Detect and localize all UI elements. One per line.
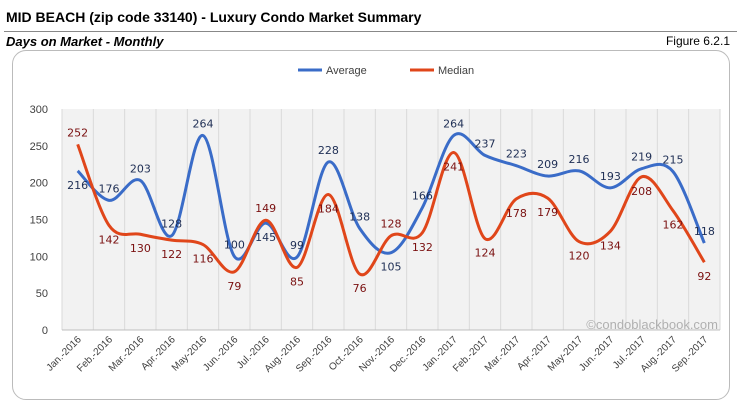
average-data-label: 105 xyxy=(381,261,402,274)
y-tick-label: 300 xyxy=(30,104,48,116)
average-data-label: 166 xyxy=(412,190,433,203)
average-data-label: 118 xyxy=(694,225,715,238)
average-data-label: 209 xyxy=(537,158,558,171)
average-data-label: 176 xyxy=(99,182,120,195)
figure-number: Figure 6.2.1 xyxy=(665,34,730,48)
median-data-label: 116 xyxy=(193,253,214,266)
median-data-label: 142 xyxy=(99,233,120,246)
average-data-label: 193 xyxy=(600,170,621,183)
average-data-label: 228 xyxy=(318,144,339,157)
average-data-label: 216 xyxy=(67,179,88,192)
legend-label-median: Median xyxy=(438,65,474,77)
y-tick-label: 50 xyxy=(36,288,48,300)
median-data-label: 134 xyxy=(600,239,621,252)
median-data-label: 122 xyxy=(161,248,182,261)
average-data-label: 237 xyxy=(475,137,496,150)
median-data-label: 92 xyxy=(697,270,711,283)
legend-label-average: Average xyxy=(326,65,367,77)
y-tick-label: 150 xyxy=(30,215,48,227)
average-data-label: 145 xyxy=(255,231,276,244)
y-tick-label: 0 xyxy=(42,325,48,337)
average-data-label: 138 xyxy=(349,210,370,223)
median-data-label: 79 xyxy=(227,280,241,293)
median-data-label: 128 xyxy=(381,218,402,231)
median-data-label: 124 xyxy=(475,247,496,260)
median-line xyxy=(76,143,706,277)
y-tick-label: 250 xyxy=(30,141,48,153)
median-data-label: 76 xyxy=(353,282,367,295)
average-data-label: 100 xyxy=(224,238,245,251)
average-data-label: 264 xyxy=(193,118,214,131)
chart-frame xyxy=(12,50,730,400)
median-data-label: 184 xyxy=(318,202,339,215)
median-data-label: 252 xyxy=(67,126,88,139)
y-tick-label: 200 xyxy=(30,178,48,190)
page-title: MID BEACH (zip code 33140) - Luxury Cond… xyxy=(6,9,422,25)
average-data-label: 128 xyxy=(161,218,182,231)
average-line xyxy=(76,132,706,261)
median-data-label: 241 xyxy=(443,160,464,173)
median-data-label: 130 xyxy=(130,242,151,255)
median-data-label: 132 xyxy=(412,241,433,254)
median-data-label: 162 xyxy=(663,219,684,232)
x-tick-label: Jun.-2017 xyxy=(577,334,617,374)
median-data-label: 178 xyxy=(506,207,527,220)
average-data-label: 203 xyxy=(130,162,151,175)
median-data-label: 149 xyxy=(255,202,276,215)
title-divider xyxy=(4,31,737,32)
plot-area xyxy=(62,109,720,330)
average-data-label: 216 xyxy=(569,153,590,166)
median-data-label: 85 xyxy=(290,275,304,288)
x-tick-label: Jun.-2016 xyxy=(201,334,241,374)
median-data-label: 179 xyxy=(537,206,558,219)
y-tick-label: 100 xyxy=(30,251,48,263)
median-data-label: 208 xyxy=(631,185,652,198)
average-data-label: 219 xyxy=(631,151,652,164)
average-data-label: 215 xyxy=(663,154,684,167)
average-data-label: 264 xyxy=(443,118,464,131)
chart-subtitle: Days on Market - Monthly xyxy=(6,34,164,49)
average-data-label: 99 xyxy=(290,239,304,252)
watermark: ©condoblackbook.com xyxy=(586,317,718,332)
average-data-label: 223 xyxy=(506,148,527,161)
median-data-label: 120 xyxy=(569,250,590,263)
